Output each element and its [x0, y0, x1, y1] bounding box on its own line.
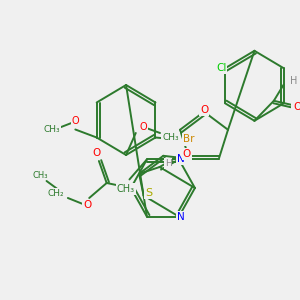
Text: H: H: [290, 76, 297, 86]
Text: O: O: [183, 149, 191, 159]
Text: N: N: [177, 154, 185, 164]
Text: CH₂: CH₂: [48, 188, 64, 197]
Text: O: O: [93, 148, 101, 158]
Text: CH₃: CH₃: [44, 125, 60, 134]
Text: N: N: [177, 212, 185, 222]
Text: O: O: [293, 102, 300, 112]
Text: Br: Br: [183, 134, 194, 145]
Text: Cl: Cl: [216, 63, 226, 73]
Text: S: S: [145, 188, 152, 198]
Text: O: O: [83, 200, 92, 210]
Text: O: O: [140, 122, 147, 132]
Text: O: O: [71, 116, 79, 127]
Text: CH₃: CH₃: [116, 184, 135, 194]
Text: CH₃: CH₃: [33, 170, 49, 179]
Text: CH₃: CH₃: [162, 133, 179, 142]
Text: O: O: [200, 105, 208, 115]
Text: H: H: [165, 159, 172, 168]
